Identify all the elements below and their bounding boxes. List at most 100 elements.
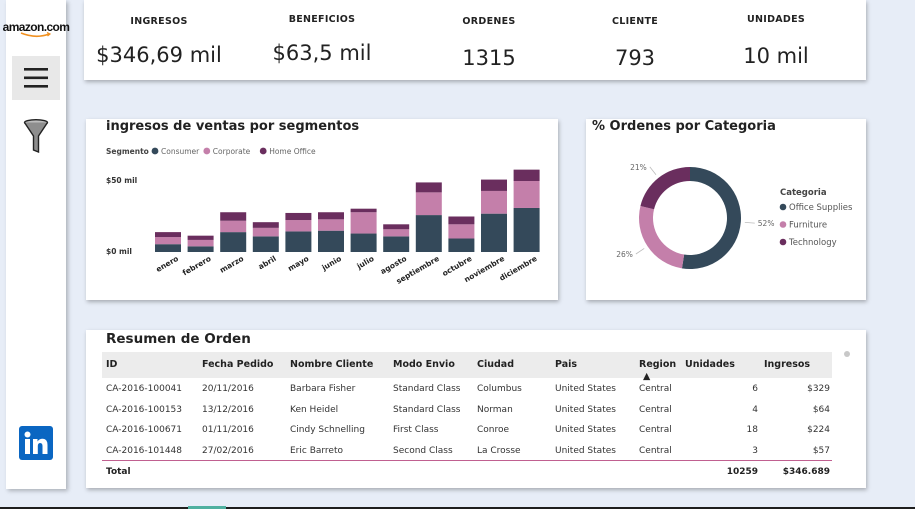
bar-segment	[415, 192, 442, 216]
legend-marker	[779, 203, 787, 211]
bar-segment	[187, 239, 214, 247]
column-header-ciudad[interactable]: Ciudad	[477, 359, 515, 370]
table-cell: 01/11/2016	[202, 425, 254, 435]
legend-label: Furniture	[789, 221, 827, 231]
kpi-value: 10 mil	[743, 44, 809, 68]
table-cell: Barbara Fisher	[290, 384, 356, 394]
column-header-pais[interactable]: Pais	[555, 359, 578, 370]
kpi-value: 1315	[462, 46, 516, 70]
funnel-icon	[23, 119, 49, 153]
bar-segment	[155, 237, 181, 245]
table-total-row: Total 10259 $346.689	[102, 461, 832, 483]
table-row[interactable]: CA-2016-100041 20/11/2016 Barbara Fisher St…	[102, 378, 832, 399]
kpi-label: UNIDADES	[746, 14, 806, 25]
bar-segment	[481, 190, 507, 214]
filter-button[interactable]	[20, 117, 52, 155]
kpi-panel: INGRESOS $346,69 mil BENEFICIOS $63,5 mi…	[84, 0, 866, 80]
leader-line	[635, 248, 645, 255]
legend-label: Corporate	[213, 147, 251, 156]
table-cell: CA-2016-100041	[106, 384, 182, 394]
y-tick-label: $50 mil	[106, 176, 137, 185]
bar-segment	[513, 207, 540, 252]
table-title: Resumen de Orden	[106, 331, 251, 347]
linkedin-button[interactable]	[19, 426, 53, 460]
kpi-ingresos: INGRESOS $346,69 mil	[84, 0, 234, 67]
x-tick-label: enero	[154, 254, 180, 274]
table-cell-ingresos: $224	[807, 425, 830, 435]
legend-marker	[779, 221, 787, 228]
table-row[interactable]: CA-2016-100153 13/12/2016 Ken Heidel Standa…	[102, 399, 832, 420]
legend-title: Categoria	[780, 188, 827, 198]
table-cell: Conroe	[477, 425, 510, 435]
table-cell: First Class	[393, 425, 439, 435]
table-cell-ingresos: $57	[812, 445, 830, 456]
bar-segment	[285, 231, 312, 252]
donut-slice	[640, 167, 690, 210]
table-cell: Central	[639, 425, 672, 435]
menu-button[interactable]	[12, 56, 60, 100]
legend-label: Home Office	[269, 147, 316, 156]
donut-slice	[681, 167, 741, 269]
legend-label: Office Supplies	[789, 203, 853, 213]
scrollbar[interactable]	[844, 351, 850, 357]
table-cell: Central	[639, 384, 672, 394]
bar-segment	[285, 212, 312, 221]
bottom-edge	[0, 507, 915, 509]
table-cell: United States	[555, 404, 616, 415]
bar-segment	[318, 212, 344, 220]
bar-segment	[220, 232, 247, 252]
column-header-ingresos[interactable]: Ingresos	[764, 359, 811, 370]
sidebar: amazon.com	[3, 0, 70, 489]
segment-chart-card: ingresos de ventas por segmentos Segment…	[86, 119, 558, 300]
bar-segment	[155, 232, 181, 238]
bar-segment	[350, 208, 377, 213]
table-cell-unidades: 3	[752, 445, 758, 456]
category-donut-chart: 52% 26% 21% Categoria Office Supplies Furnitu…	[616, 163, 853, 269]
legend-marker	[779, 238, 787, 246]
kpi-beneficios: BENEFICIOS $63,5 mil	[247, 0, 397, 65]
column-header-region[interactable]: Region	[639, 359, 677, 370]
kpi-cliente: CLIENTE 793	[560, 0, 710, 70]
page-tab-indicator[interactable]	[188, 506, 226, 509]
x-tick-label: abril	[257, 254, 278, 271]
kpi-value: $63,5 mil	[272, 41, 372, 65]
linkedin-icon	[19, 426, 53, 460]
table-cell: CA-2016-100153	[106, 404, 182, 415]
table-row[interactable]: CA-2016-101448 27/02/2016 Eric Barreto Seco…	[102, 440, 832, 461]
table-cell: Ken Heidel	[290, 404, 339, 415]
table-cell-ingresos: $329	[807, 384, 830, 394]
order-table: ID Fecha Pedido Nombre Cliente Modo Envi…	[102, 352, 832, 483]
table-cell: 27/02/2016	[202, 445, 254, 456]
table-cell: 20/11/2016	[202, 384, 254, 394]
table-cell: Central	[639, 404, 672, 415]
order-summary-table-card: Resumen de Orden ID Fecha Pedido Nombre …	[86, 330, 866, 488]
column-header-id[interactable]: ID	[106, 359, 118, 370]
table-cell: Second Class	[393, 445, 453, 456]
donut-slice	[639, 205, 685, 269]
table-cell: Eric Barreto	[290, 445, 344, 456]
column-header-fecha[interactable]: Fecha Pedido	[202, 359, 274, 370]
bar-segment	[155, 244, 181, 252]
bar-segment	[252, 236, 279, 252]
kpi-value: 793	[614, 46, 656, 70]
bar-segment	[187, 246, 214, 252]
kpi-label: CLIENTE	[611, 16, 659, 27]
chart-title: ingresos de ventas por segmentos	[106, 119, 360, 134]
bar-segment	[220, 212, 247, 221]
x-tick-label: febrero	[181, 254, 213, 277]
hamburger-icon	[24, 68, 48, 88]
table-cell-ingresos: $64	[812, 404, 830, 415]
column-header-modo-envio[interactable]: Modo Envio	[393, 359, 455, 370]
column-header-cliente[interactable]: Nombre Cliente	[290, 359, 374, 370]
segment-bar-chart: Segmento Consumer Corporate Home Office $50 …	[106, 147, 540, 286]
column-header-unidades[interactable]: Unidades	[685, 359, 735, 370]
x-tick-label: julio	[354, 254, 375, 271]
logo-smile-icon	[20, 32, 52, 38]
table-cell: Central	[639, 445, 672, 456]
kpi-label: ORDENES	[462, 16, 516, 27]
leader-line	[649, 166, 657, 176]
table-cell: Norman	[477, 404, 513, 415]
legend-title: Segmento	[106, 147, 149, 156]
logo-text: amazon.com	[2, 20, 70, 34]
table-row[interactable]: CA-2016-100671 01/11/2016 Cindy Schnelling…	[102, 419, 832, 440]
